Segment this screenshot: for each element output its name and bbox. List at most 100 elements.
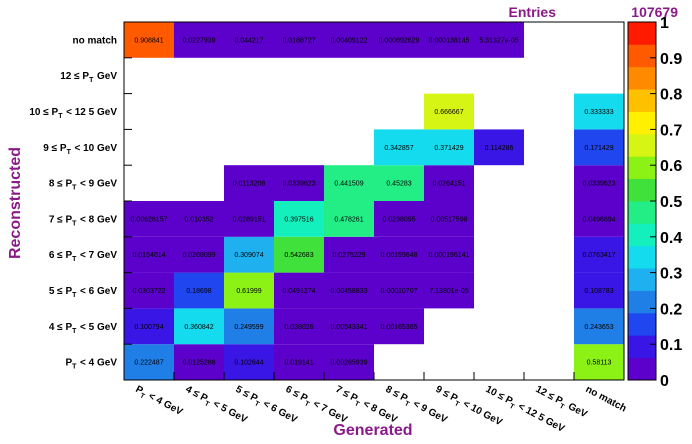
cell-value-label: 0.00543341 [331,324,368,331]
cell-value-label: 7.13801e-05 [429,288,468,295]
cell-value-label: 0.371429 [434,145,463,152]
cell-value-label: 0.0303722 [132,288,165,295]
cell-value-label: 0.0289151 [232,216,265,223]
cell-value-label: 0.0113208 [233,181,266,188]
heatmap-cell [424,93,474,130]
heatmap-cell [574,236,624,273]
y-tick-label: no match [73,35,117,46]
cell-value-label: 5.31327e-05 [479,37,518,44]
y-tick-label: 6 ≤ PT < 7 GeV [49,250,117,263]
heatmap-cell [274,236,324,273]
cell-value-label: 0.00458833 [331,288,368,295]
heatmap-cell [274,201,324,237]
palette-segment [628,245,656,269]
heatmap-cells: 0.222487 0.0125288 0.102644 0.019141 0.00265… [124,22,624,380]
z-tick-label: 0.4 [660,230,682,247]
heatmap-cell [374,129,424,166]
heatmap-cell [424,236,474,273]
heatmap-cell [424,201,474,237]
palette-segment [628,44,656,68]
cell-value-label: 0.397516 [284,216,313,223]
cell-value-label: 0.108783 [584,288,613,295]
heatmap-cell [374,22,424,58]
z-tick-label: 0 [660,373,669,390]
heatmap-cell [124,308,174,345]
heatmap-cell [174,272,224,309]
y-tick-label: 8 ≤ PT < 9 GeV [49,179,117,192]
heatmap-cell [274,22,324,58]
cell-value-label: 0.0227939 [182,37,215,44]
heatmap-cell [374,272,424,309]
axis-ticks [123,21,625,381]
palette-segment [628,290,656,314]
palette-segment [628,335,656,359]
cell-value-label: 0.000196141 [429,252,470,259]
heatmap-cell [124,272,174,309]
heatmap-cell [124,236,174,273]
heatmap-cell [324,236,374,273]
z-tick-label: 1 [660,15,669,32]
palette-segment [628,312,656,336]
cell-value-label: 0.342857 [384,145,413,152]
heatmap-cell [474,129,524,166]
heatmap-cell [274,165,324,201]
heatmap-cell [224,344,274,380]
heatmap-cell [374,165,424,201]
z-tick-label: 0.5 [660,194,682,211]
palette-segment [628,133,656,157]
heatmap-cell [224,165,274,201]
cell-value-label: 0.61999 [236,288,261,295]
cell-value-label: 0.0763417 [582,252,615,259]
heatmap-cell [574,344,624,380]
heatmap-cell [424,129,474,166]
heatmap-cell [174,344,224,380]
cell-value-label: 0.0238095 [382,216,415,223]
heatmap-cell [274,308,324,345]
palette-segment [628,89,656,112]
cell-value-label: 0.243653 [584,324,613,331]
cell-value-label: 0.000138145 [429,37,470,44]
y-tick-label: 4 ≤ PT < 5 GeV [49,322,117,335]
y-tick-label: 12 ≤ PT GeV [60,71,117,84]
palette-segment [628,357,656,381]
palette-segment [628,22,656,45]
cell-value-label: 0.542683 [284,252,313,259]
heatmap-cell [324,272,374,309]
y-tick-label: PT < 4 GeV [65,358,117,371]
color-scale: 0 0.1 0.2 0.3 0.4 0.5 0.6 0.7 0.8 0.9 1 [627,15,682,390]
cell-value-label: 0.0268099 [182,252,215,259]
stats-entries-label: Entries [509,4,557,20]
cell-value-label: 0.309074 [234,252,263,259]
heatmap-cell [374,308,424,345]
cell-value-label: 0.010352 [184,216,213,223]
cell-value-label: 0.00409122 [331,37,368,44]
heatmap-cell [424,22,474,58]
cell-value-label: 0.00165365 [381,324,418,331]
cell-value-label: 0.102644 [234,360,263,367]
heatmap-cell [124,344,174,380]
cell-value-label: 0.18698 [186,288,211,295]
palette-segment [628,178,656,202]
heatmap-cell [574,93,624,130]
cell-value-label: 0.100794 [134,324,163,331]
heatmap-cell [324,308,374,345]
heatmap-cell [124,201,174,237]
palette-segment [628,66,656,90]
heatmap-cell [574,129,624,166]
cell-value-label: 0.0339623 [282,181,315,188]
heatmap-cell [424,165,474,201]
cell-value-label: 0.0339623 [582,181,615,188]
palette-segment [628,111,656,135]
heatmap-cell [224,22,274,58]
cell-value-label: 0.249599 [234,324,263,331]
y-tick-label: 5 ≤ PT < 6 GeV [49,286,117,299]
heatmap-cell [174,22,224,58]
cell-value-label: 0.478261 [334,216,363,223]
cell-value-label: 0.00265939 [331,360,368,367]
palette-segment [628,223,656,247]
cell-value-label: 0.58113 [587,360,612,367]
cell-value-label: 0.044217 [234,37,263,44]
heatmap-cell [374,201,424,237]
cell-value-label: 0.222487 [134,360,163,367]
